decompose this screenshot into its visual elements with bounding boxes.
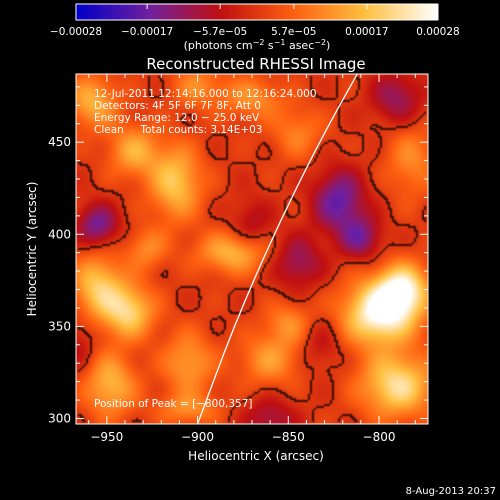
colorbar-gradient — [76, 4, 438, 20]
colorbar-tick-label: −0.00028 — [50, 26, 102, 38]
solar-limb — [196, 74, 358, 424]
plot-area — [76, 74, 428, 424]
colorbar-tick-label: 0.00028 — [416, 26, 459, 38]
colorbar: −0.00028 −0.00017 −5.7e−05 5.7e−05 0.00017 0.… — [50, 3, 460, 52]
colorbar-ticks: −0.00028 −0.00017 −5.7e−05 5.7e−05 0.00017 0.… — [50, 4, 460, 38]
annotation-line: Detectors: 4F 5F 6F 7F 8F, Att 0 — [94, 100, 261, 112]
colorbar-tick-label: −5.7e−05 — [193, 26, 247, 38]
colorbar-tick-label: 5.7e−05 — [271, 26, 316, 38]
heatmap-image — [76, 74, 428, 424]
x-tick-label: −850 — [272, 430, 305, 444]
x-tick-label: −800 — [363, 430, 396, 444]
x-tick-label: −950 — [90, 430, 123, 444]
colorbar-frame — [75, 3, 439, 21]
colorbar-tick-label: 0.00017 — [345, 26, 388, 38]
x-axis-label: Heliocentric X (arcsec) — [188, 449, 324, 463]
annotation-line: Clean Total counts: 3.14E+03 — [94, 124, 263, 136]
y-tick-label: 350 — [48, 319, 71, 333]
y-tick-label: 450 — [48, 135, 71, 149]
footer-date: 8-Aug-2013 20:37 — [406, 486, 496, 497]
annotation-line: Energy Range: 12.0 − 25.0 keV — [94, 112, 260, 124]
y-axis-label: Heliocentric Y (arcsec) — [25, 182, 39, 317]
colorbar-units: (photons cm−2 s−1 asec−2) — [184, 38, 331, 52]
chart-title: Reconstructed RHESSI Image — [146, 55, 365, 73]
peak-position-label: Position of Peak = [−800,357] — [94, 398, 253, 410]
y-tick-label: 400 — [48, 227, 71, 241]
annotation-line: 12-Jul-2011 12:14:16.000 to 12:16:24.000 — [94, 88, 317, 100]
y-tick-label: 300 — [48, 411, 71, 425]
axis-ticks: −950 −900 −850 −800 300 350 400 450 — [48, 74, 428, 444]
x-tick-label: −900 — [181, 430, 214, 444]
colorbar-tick-label: −0.00017 — [121, 26, 173, 38]
annotation-block: 12-Jul-2011 12:14:16.000 to 12:16:24.000… — [94, 88, 317, 136]
